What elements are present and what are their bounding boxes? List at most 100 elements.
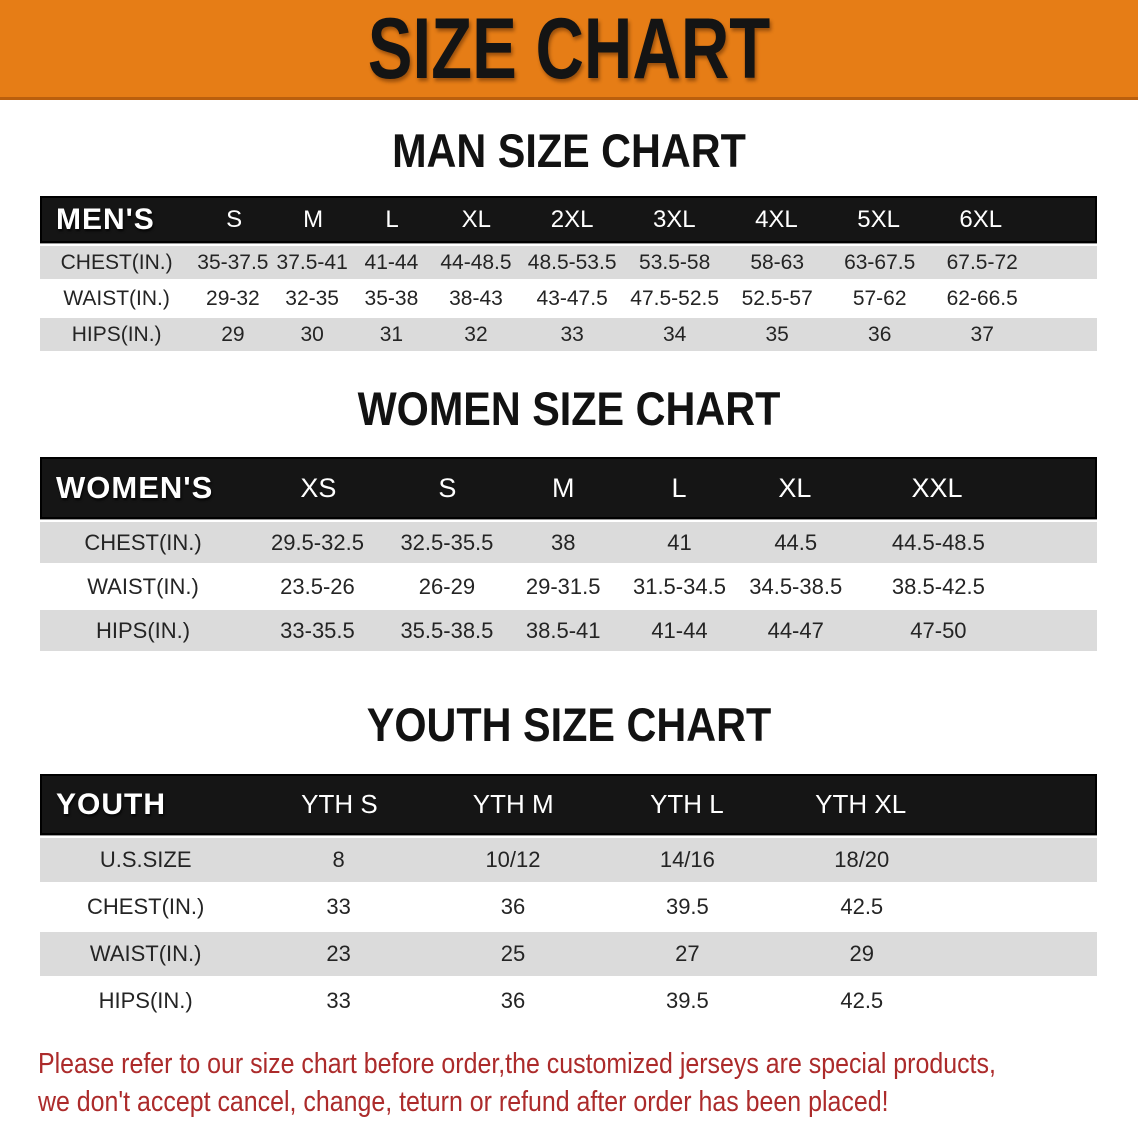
youth-size-header-1: YTH M bbox=[472, 789, 554, 819]
men-size-header-3: XL bbox=[461, 205, 491, 233]
men-table-row-1: WAIST(IN.) 29-32 32-35 35-38 38-43 43-47.5 47.… bbox=[40, 282, 1097, 315]
women-size-table: WOMEN'S XS S M L XL XXL CHEST(IN.) 29.5-32.5 32.5… bbox=[40, 457, 1097, 651]
women-size-header-5: XXL bbox=[911, 472, 963, 503]
page-title: SIZE CHART bbox=[367, 0, 771, 97]
youth-section-heading: YOUTH SIZE CHART bbox=[366, 698, 772, 751]
youth-value-2-1: 25 bbox=[500, 941, 526, 966]
men-size-header-0: S bbox=[226, 205, 243, 233]
women-header-row: WOMEN'S XS S M L XL XXL bbox=[40, 457, 1097, 519]
men-row-label-1: WAIST(IN.) bbox=[63, 286, 170, 310]
women-value-2-5: 47-50 bbox=[910, 617, 967, 643]
men-value-0-5: 53.5-58 bbox=[639, 250, 711, 274]
youth-value-0-3: 18/20 bbox=[834, 847, 890, 872]
youth-value-2-3: 29 bbox=[849, 941, 874, 966]
women-row-label-2: HIPS(IN.) bbox=[95, 617, 191, 643]
youth-value-2-2: 27 bbox=[675, 941, 700, 966]
men-value-2-3: 32 bbox=[464, 322, 488, 346]
men-size-header-2: L bbox=[385, 205, 399, 233]
men-size-table: MEN'S S M L XL 2XL 3XL 4XL 5XL 6XL CHEST(IN.) 35-37… bbox=[40, 196, 1097, 351]
youth-value-3-1: 36 bbox=[500, 988, 526, 1013]
youth-value-0-0: 8 bbox=[332, 847, 345, 872]
youth-row-label-3: HIPS(IN.) bbox=[98, 988, 193, 1013]
men-value-1-1: 32-35 bbox=[285, 286, 339, 310]
women-value-2-3: 41-44 bbox=[651, 617, 708, 643]
order-disclaimer-note: Please refer to our size chart before or… bbox=[38, 1045, 1138, 1121]
men-value-1-5: 47.5-52.5 bbox=[630, 286, 720, 310]
youth-value-3-2: 39.5 bbox=[665, 988, 709, 1013]
men-value-1-7: 57-62 bbox=[852, 286, 907, 310]
women-value-0-5: 44.5-48.5 bbox=[891, 529, 985, 555]
women-value-1-2: 29-31.5 bbox=[525, 573, 601, 599]
men-value-2-5: 34 bbox=[662, 322, 687, 346]
men-value-0-3: 44-48.5 bbox=[440, 250, 512, 274]
disclaimer-line-1: Please refer to our size chart before or… bbox=[38, 1048, 996, 1080]
men-size-header-4: 2XL bbox=[550, 205, 594, 233]
youth-row-label-0: U.S.SIZE bbox=[99, 847, 192, 872]
women-value-1-0: 23.5-26 bbox=[280, 573, 355, 599]
women-value-0-1: 32.5-35.5 bbox=[400, 529, 494, 555]
men-value-0-8: 67.5-72 bbox=[946, 250, 1018, 274]
youth-header-row: YOUTH YTH S YTH M YTH L YTH XL bbox=[40, 774, 1097, 835]
men-row-label-0: CHEST(IN.) bbox=[60, 250, 173, 274]
youth-size-table: YOUTH YTH S YTH M YTH L YTH XL U.S.SIZE 8 10/12… bbox=[40, 774, 1097, 1023]
men-size-header-7: 5XL bbox=[857, 205, 900, 233]
youth-value-0-2: 14/16 bbox=[659, 847, 715, 872]
women-size-header-2: M bbox=[551, 472, 575, 503]
women-size-header-3: L bbox=[671, 472, 687, 503]
men-value-0-7: 63-67.5 bbox=[844, 250, 916, 274]
men-value-2-7: 36 bbox=[868, 322, 892, 346]
youth-group-label: YOUTH bbox=[56, 787, 166, 821]
youth-value-2-0: 23 bbox=[326, 941, 351, 966]
men-value-1-3: 38-43 bbox=[449, 286, 503, 310]
men-value-0-6: 58-63 bbox=[750, 250, 805, 274]
men-value-1-4: 43-47.5 bbox=[536, 286, 608, 310]
women-section-heading: WOMEN SIZE CHART bbox=[357, 382, 781, 435]
women-value-0-4: 44.5 bbox=[774, 529, 818, 555]
women-value-0-0: 29.5-32.5 bbox=[270, 529, 364, 555]
men-value-2-8: 37 bbox=[970, 322, 994, 346]
men-table-row-0: CHEST(IN.) 35-37.5 37.5-41 41-44 44-48.5 48.5… bbox=[40, 246, 1097, 279]
youth-value-1-2: 39.5 bbox=[665, 894, 709, 919]
men-value-2-0: 29 bbox=[221, 322, 245, 346]
women-value-1-1: 26-29 bbox=[418, 573, 476, 599]
youth-value-1-0: 33 bbox=[326, 894, 351, 919]
men-size-header-8: 6XL bbox=[959, 205, 1003, 233]
youth-size-header-3: YTH XL bbox=[815, 789, 907, 819]
youth-value-1-3: 42.5 bbox=[840, 894, 884, 919]
women-group-label: WOMEN'S bbox=[56, 470, 214, 505]
men-table-row-2: HIPS(IN.) 29 30 31 32 33 34 35 36 37 bbox=[40, 318, 1097, 351]
women-value-1-3: 31.5-34.5 bbox=[632, 573, 726, 599]
men-size-header-6: 4XL bbox=[755, 205, 798, 233]
women-value-1-5: 38.5-42.5 bbox=[891, 573, 985, 599]
men-group-label: MEN'S bbox=[56, 202, 155, 236]
youth-table-row-1: CHEST(IN.) 33 36 39.5 42.5 bbox=[40, 885, 1097, 929]
youth-row-label-1: CHEST(IN.) bbox=[87, 894, 205, 919]
women-value-0-2: 38 bbox=[550, 529, 576, 555]
youth-row-label-2: WAIST(IN.) bbox=[89, 941, 202, 966]
men-header-row: MEN'S S M L XL 2XL 3XL 4XL 5XL 6XL bbox=[40, 196, 1097, 243]
men-value-2-1: 30 bbox=[300, 322, 324, 346]
women-value-2-2: 38.5-41 bbox=[525, 617, 601, 643]
men-section-heading: MAN SIZE CHART bbox=[392, 124, 746, 177]
women-table-row-2: HIPS(IN.) 33-35.5 35.5-38.5 38.5-41 41-44 44-… bbox=[40, 610, 1097, 651]
youth-value-1-1: 36 bbox=[500, 894, 526, 919]
men-size-header-5: 3XL bbox=[652, 205, 696, 233]
men-size-header-1: M bbox=[303, 205, 324, 233]
women-size-header-1: S bbox=[438, 472, 457, 503]
women-value-0-3: 41 bbox=[667, 529, 692, 555]
youth-value-3-0: 33 bbox=[326, 988, 351, 1013]
women-value-2-1: 35.5-38.5 bbox=[400, 617, 494, 643]
men-value-2-6: 35 bbox=[765, 322, 789, 346]
women-value-1-4: 34.5-38.5 bbox=[749, 573, 843, 599]
youth-table-row-2: WAIST(IN.) 23 25 27 29 bbox=[40, 932, 1097, 976]
youth-value-3-3: 42.5 bbox=[840, 988, 884, 1013]
women-value-2-0: 33-35.5 bbox=[280, 617, 355, 643]
youth-value-0-1: 10/12 bbox=[485, 847, 541, 872]
men-value-0-4: 48.5-53.5 bbox=[527, 250, 617, 274]
disclaimer-line-2: we don't accept cancel, change, teturn o… bbox=[38, 1086, 889, 1118]
women-size-header-0: XS bbox=[300, 472, 337, 503]
men-value-2-2: 31 bbox=[379, 322, 404, 346]
men-value-2-4: 33 bbox=[560, 322, 584, 346]
women-row-label-0: CHEST(IN.) bbox=[84, 529, 202, 555]
